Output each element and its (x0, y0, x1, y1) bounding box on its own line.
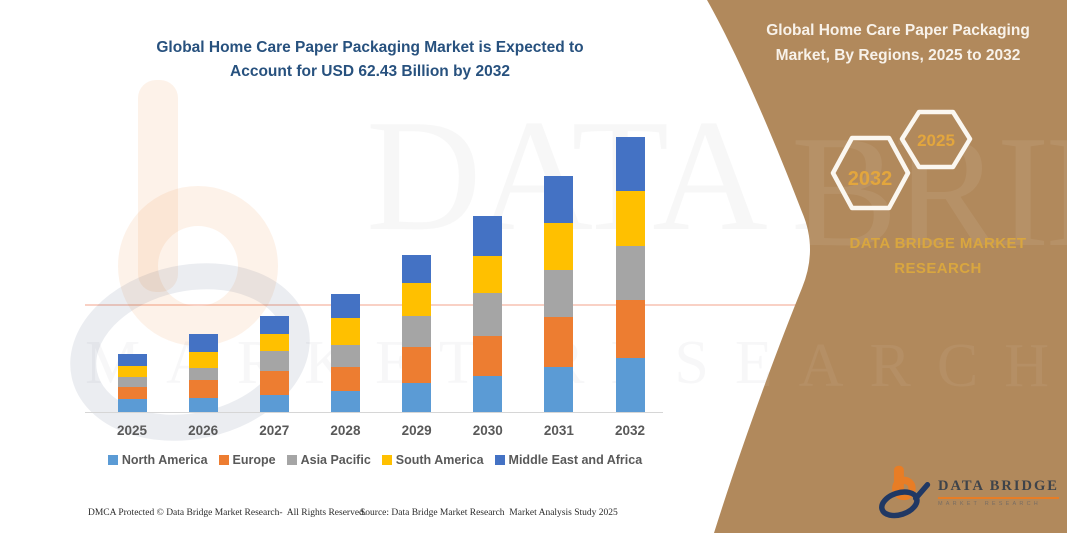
x-axis-label-2031: 2031 (543, 423, 574, 438)
x-axis-label-2029: 2029 (401, 423, 432, 438)
legend-swatch-icon (494, 455, 505, 465)
logo-tagline-text: MARKET RESEARCH (938, 500, 1041, 507)
x-axis-label-2028: 2028 (330, 423, 361, 438)
segment-north-america (544, 366, 574, 413)
segment-north-america (402, 382, 432, 413)
panel-title: Global Home Care Paper Packaging Market,… (766, 22, 1030, 64)
x-axis-label-2025: 2025 (116, 423, 148, 438)
x-axis-label-2030: 2030 (472, 423, 503, 438)
logo-name-text: DATA BRIDGE (938, 477, 1059, 494)
x-axis-label-2027: 2027 (259, 423, 290, 438)
databridge-logo: DATA BRIDGE MARKET RESEARCH (874, 461, 1060, 523)
hexagon-2025-icon (899, 109, 973, 170)
segment-europe (544, 317, 574, 367)
source-footer-text: Source: Data Bridge Market Research Mark… (360, 508, 618, 518)
segment-middle-east-and-africa (259, 315, 289, 334)
chart-legend: North America Europe Asia Pacific South Ame… (82, 453, 668, 467)
x-axis-label-2032: 2032 (615, 423, 646, 438)
legend-swatch-icon (286, 455, 297, 465)
segment-north-america (259, 394, 289, 413)
segment-north-america (330, 390, 360, 413)
legend-swatch-icon (107, 455, 118, 465)
segment-north-america (473, 375, 503, 413)
segment-asia-pacific (117, 377, 147, 388)
watermark-logo-icon (70, 80, 310, 441)
segment-middle-east-and-africa (615, 137, 645, 191)
segment-middle-east-and-africa (544, 175, 574, 223)
x-axis-line (85, 412, 663, 413)
segment-south-america (330, 317, 360, 345)
segment-south-america (615, 190, 645, 246)
segment-north-america (188, 397, 218, 413)
segment-asia-pacific (188, 368, 218, 380)
hexagon-2032-label: 2032 (848, 168, 893, 190)
legend-item-south-america: South America (381, 453, 484, 467)
segment-europe (117, 387, 147, 399)
segment-asia-pacific (259, 351, 289, 371)
segment-south-america (544, 222, 574, 271)
legend-item-asia-pacific: Asia Pacific (286, 453, 371, 467)
hexagon-2025-label: 2025 (917, 131, 955, 150)
legend-label: Asia Pacific (300, 453, 371, 467)
legend-item-europe: Europe (218, 453, 276, 467)
legend-label: North America (121, 453, 208, 467)
segment-middle-east-and-africa (117, 353, 147, 366)
hexagon-2032-icon (830, 135, 911, 211)
dmca-footer-text: DMCA Protected © Data Bridge Market Rese… (88, 508, 367, 518)
segment-south-america (117, 365, 147, 378)
segment-middle-east-and-africa (402, 254, 432, 283)
segment-north-america (615, 358, 645, 413)
segment-asia-pacific (330, 344, 360, 368)
brand-wordmark: DATA BRIDGE MARKET RESEARCH (849, 235, 1027, 277)
segment-europe (473, 335, 503, 376)
logo-rule (938, 496, 1059, 499)
segment-asia-pacific (544, 270, 574, 318)
segment-asia-pacific (615, 245, 645, 300)
segment-middle-east-and-africa (188, 334, 218, 352)
segment-asia-pacific (473, 292, 503, 336)
legend-swatch-icon (218, 455, 229, 465)
segment-middle-east-and-africa (330, 294, 360, 318)
legend-item-middle-east-and-africa: Middle East and Africa (494, 453, 643, 467)
x-axis-label-2026: 2026 (188, 423, 219, 438)
chart-title: Global Home Care Paper Packaging Market … (156, 39, 584, 80)
segment-south-america (188, 351, 218, 369)
segment-europe (259, 370, 289, 395)
segment-europe (188, 379, 218, 398)
segment-south-america (473, 255, 503, 293)
legend-item-north-america: North America (107, 453, 208, 467)
legend-swatch-icon (381, 455, 392, 465)
segment-europe (615, 299, 645, 359)
segment-asia-pacific (402, 316, 432, 347)
segment-south-america (259, 333, 289, 352)
legend-label: Middle East and Africa (508, 453, 643, 467)
legend-label: Europe (232, 453, 276, 467)
segment-south-america (402, 282, 432, 317)
segment-europe (402, 346, 432, 383)
legend-label: South America (395, 453, 484, 467)
segment-north-america (117, 398, 147, 413)
segment-europe (330, 367, 360, 391)
databridge-logo-icon (879, 465, 931, 519)
segment-middle-east-and-africa (473, 215, 503, 256)
watermark-underline (85, 304, 810, 306)
